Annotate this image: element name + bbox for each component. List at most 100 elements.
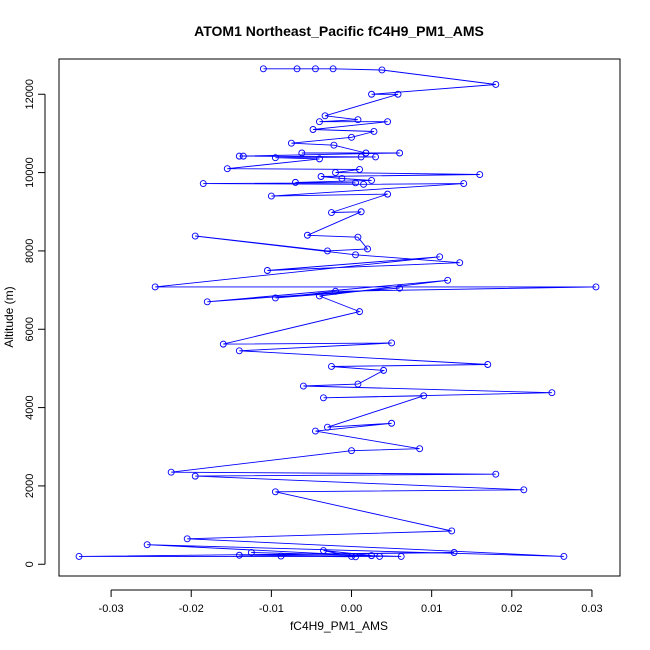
x-tick-label: -0.02 — [179, 603, 204, 615]
data-point — [247, 549, 255, 556]
data-point — [328, 363, 335, 370]
data-point — [384, 118, 392, 126]
data-point — [293, 65, 301, 73]
data-point — [324, 423, 331, 431]
data-point — [332, 287, 339, 295]
plot-frame — [58, 58, 621, 577]
data-point — [235, 551, 243, 559]
data-point — [368, 552, 376, 560]
data-point — [183, 535, 191, 543]
data-point — [277, 552, 285, 560]
data-point — [271, 154, 279, 162]
x-tick-label: 0.01 — [421, 603, 442, 615]
data-point — [287, 139, 295, 147]
data-point — [291, 178, 299, 186]
data-point — [235, 152, 243, 160]
data-point — [416, 445, 424, 453]
data-point — [320, 547, 327, 554]
data-point — [354, 233, 362, 241]
data-point — [330, 141, 338, 149]
data-point — [548, 389, 556, 397]
x-tick-label: 0.00 — [341, 603, 362, 615]
data-point — [394, 90, 402, 98]
data-point — [352, 251, 359, 259]
data-point — [324, 247, 331, 255]
y-axis-label: Altitude (m) — [2, 286, 16, 347]
x-tick-label: -0.03 — [99, 603, 124, 615]
data-point — [356, 308, 363, 316]
data-point — [223, 165, 231, 173]
y-tick-label: 12000 — [24, 79, 36, 110]
data-point — [356, 165, 363, 173]
data-point — [376, 552, 384, 560]
data-point — [199, 180, 207, 188]
data-point — [484, 361, 492, 368]
data-point — [360, 180, 367, 188]
data-point — [388, 419, 396, 427]
data-point — [267, 192, 275, 200]
data-point — [299, 382, 307, 390]
data-point — [388, 339, 396, 347]
data-point — [396, 284, 404, 292]
data-point — [271, 488, 279, 496]
data-point — [332, 169, 339, 177]
data-point — [191, 232, 199, 240]
data-point — [348, 552, 355, 560]
data-point — [370, 128, 378, 135]
data-point — [328, 209, 335, 216]
data-point — [312, 427, 319, 435]
data-point — [362, 149, 370, 157]
y-tick-label: 6000 — [24, 317, 36, 341]
data-point — [384, 190, 392, 198]
y-tick-label: 0 — [24, 561, 36, 567]
data-point — [259, 65, 267, 73]
x-axis: -0.03 -0.02 -0.01 0.00 0.01 0.02 0.03 — [99, 589, 603, 615]
data-point — [239, 152, 247, 160]
data-point — [263, 267, 271, 274]
data-point — [75, 552, 83, 560]
data-point — [378, 66, 386, 74]
data-point — [167, 468, 175, 476]
data-point — [357, 208, 365, 216]
data-point — [420, 392, 428, 400]
data-point — [203, 298, 211, 306]
data-point — [476, 171, 484, 178]
data-point — [191, 472, 199, 480]
data-point — [560, 552, 568, 560]
data-point — [492, 81, 500, 88]
data-point — [368, 90, 376, 98]
data-point — [348, 447, 355, 455]
y-axis: 0 2000 4000 6000 8000 10000 12000 — [24, 79, 46, 567]
data-point — [520, 486, 528, 494]
data-point — [396, 149, 404, 157]
data-point — [316, 292, 323, 300]
x-axis-label: fC4H9_PM1_AMS — [290, 619, 388, 633]
x-tick-label: 0.02 — [501, 603, 522, 615]
x-tick-label: -0.01 — [259, 603, 284, 615]
data-point — [357, 153, 365, 161]
data-point — [397, 552, 405, 560]
y-tick-label: 4000 — [24, 395, 36, 419]
data-point — [448, 527, 456, 535]
chart-title: ATOM1 Northeast_Pacific fC4H9_PM1_AMS — [194, 23, 484, 39]
series-layer — [75, 65, 600, 561]
series-line — [78, 68, 597, 558]
data-point — [380, 366, 388, 374]
x-tick-label: 0.03 — [581, 603, 602, 615]
data-point — [444, 276, 452, 284]
data-point — [317, 173, 325, 180]
data-point — [316, 155, 323, 163]
y-tick-label: 8000 — [24, 239, 36, 263]
data-point — [309, 126, 317, 133]
y-tick-label: 10000 — [24, 157, 36, 188]
data-point — [372, 153, 380, 161]
data-point — [450, 549, 458, 556]
data-point — [352, 179, 359, 187]
y-tick-label: 2000 — [24, 474, 36, 498]
data-point — [456, 259, 464, 267]
data-point — [235, 347, 243, 355]
data-point — [151, 283, 159, 291]
data-point — [354, 380, 362, 388]
data-point — [492, 470, 500, 478]
data-point — [460, 180, 468, 188]
